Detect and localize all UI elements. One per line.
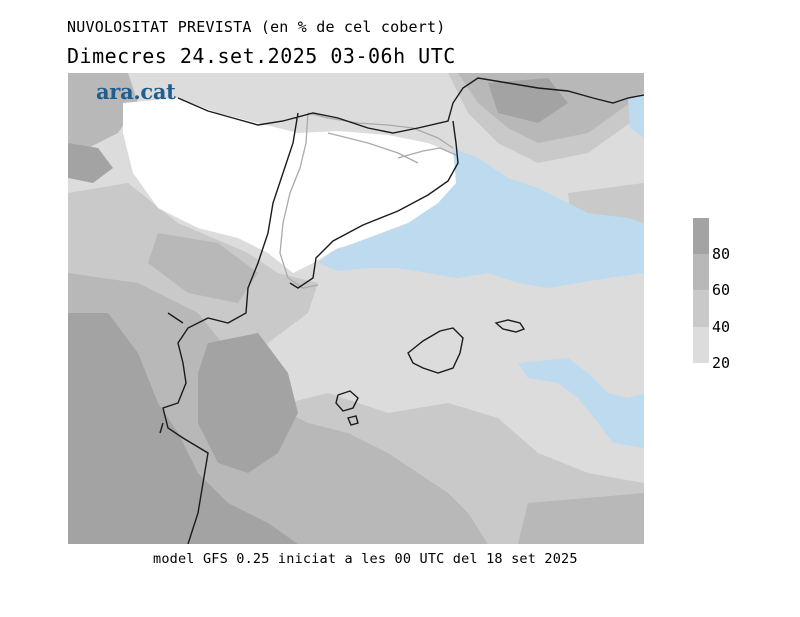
clear-sky-sea-northeast [628, 93, 644, 138]
coastline-and-border [159, 77, 644, 544]
island-mallorca [407, 327, 464, 374]
forecast-date-time: Dimecres 24.set.2025 03-06h UTC [67, 44, 456, 68]
legend-swatch-40-60 [693, 290, 709, 327]
clear-sky-sea-main [318, 148, 644, 288]
clear-sky-land [123, 98, 458, 273]
legend-tick-20: 20 [712, 354, 731, 372]
cloud-veryhigh-area-northwest [68, 143, 113, 183]
clear-sky-sea-south [518, 358, 644, 448]
cloud-veryhigh-area-southwest [68, 313, 298, 544]
cloud-cover-legend [693, 218, 709, 363]
island-menorca [494, 319, 526, 333]
cloud-high-area-center [148, 233, 258, 303]
cloud-veryhigh-area-coast [198, 333, 298, 473]
map-title: NUVOLOSITAT PREVISTA (en % de cel cobert… [67, 18, 446, 36]
legend-tick-40: 40 [712, 318, 731, 336]
legend-swatch-60-80 [693, 254, 709, 290]
legend-tick-80: 80 [712, 245, 731, 263]
legend-tick-60: 60 [712, 281, 731, 299]
map-svg [68, 73, 644, 544]
legend-swatch-80-100 [693, 218, 709, 254]
legend-swatch-20-40 [693, 327, 709, 363]
cloud-high-area-north [68, 73, 138, 153]
island-formentera [347, 415, 359, 426]
model-run-info: model GFS 0.25 iniciat a les 00 UTC del … [153, 551, 578, 567]
regional-border [279, 112, 457, 289]
ara-cat-logo: ara.cat [96, 79, 176, 104]
island-eivissa [335, 390, 359, 412]
cloud-cover-map [68, 73, 644, 544]
cloud-high-area-southeast [518, 493, 644, 544]
